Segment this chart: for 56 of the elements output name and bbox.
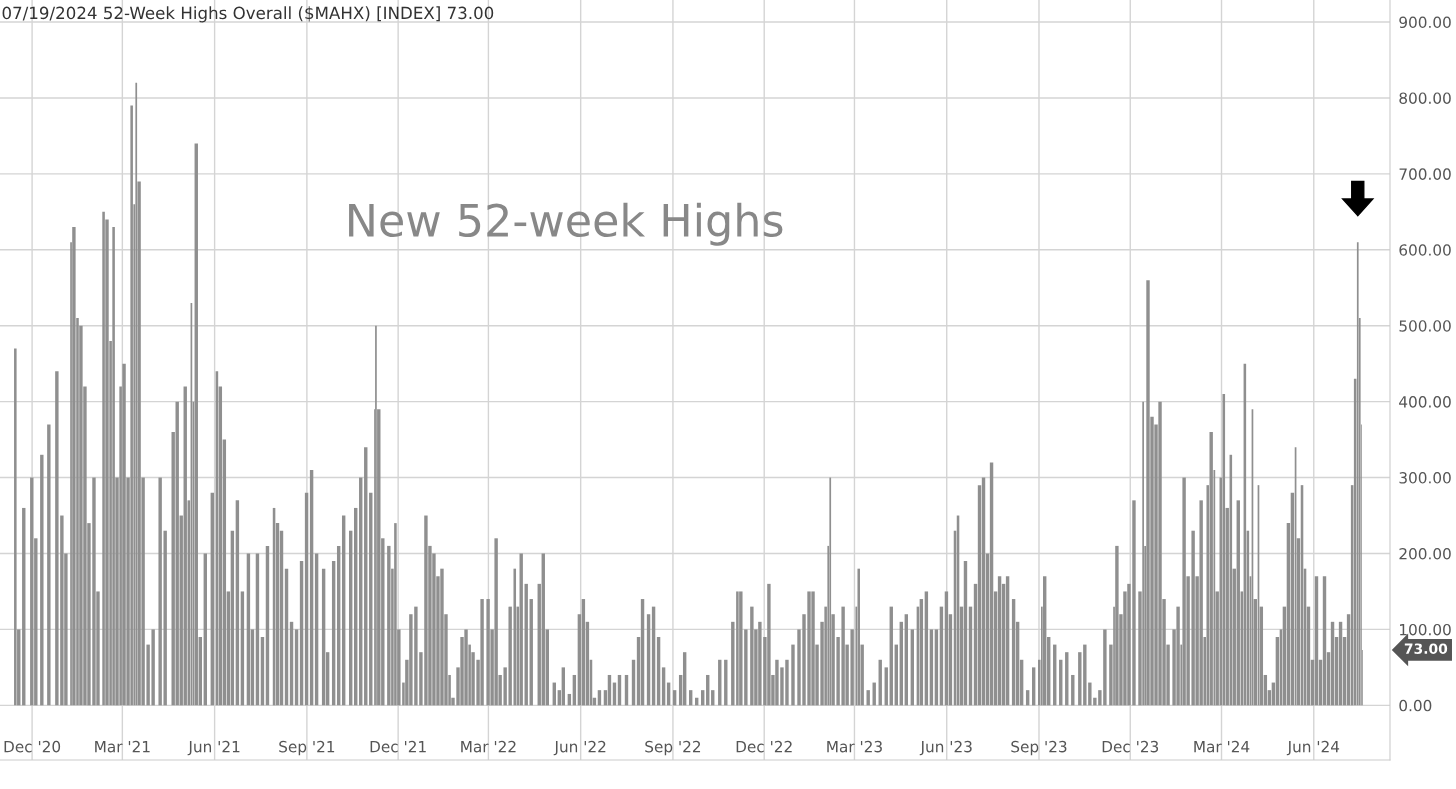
annotation: New 52-week Highs — [349, 202, 783, 246]
bar — [1176, 606, 1180, 706]
x-tick-label: Dec '21 — [370, 740, 426, 753]
bar — [1115, 545, 1119, 706]
x-tick-label: Jun '24 — [1286, 740, 1340, 756]
x-tick-label: Dec '23 — [1102, 740, 1159, 753]
bar — [480, 599, 484, 706]
x-tick-label: Dec '22 — [736, 740, 792, 753]
x-tick-label: Jun '22 — [553, 740, 606, 756]
bar — [1199, 500, 1203, 706]
bar — [519, 553, 523, 706]
y-tick-label: 400.00 — [1399, 396, 1451, 408]
y-tick-label: 200.00 — [1399, 547, 1451, 560]
x-tick-label: Jun '23 — [919, 740, 972, 756]
y-tick-label: 900.00 — [1399, 16, 1451, 29]
chart-title: 07/19/2024 52-Week Highs Overall ($MAHX) [INDEX] 73.00 — [2, 6, 494, 23]
x-tick-label: Jun '21 — [187, 740, 240, 756]
x-tick-label: Mar '21 — [95, 740, 150, 753]
bar — [767, 583, 771, 706]
bar — [1182, 477, 1186, 706]
x-tick-label: Sep '22 — [645, 740, 701, 756]
x-tick-label: Sep '23 — [1011, 740, 1067, 756]
bar — [130, 105, 133, 706]
bar — [14, 348, 17, 706]
bar — [387, 545, 391, 706]
y-tick-label: 300.00 — [1399, 472, 1451, 484]
y-tick-label: 700.00 — [1399, 168, 1451, 180]
bar — [866, 690, 870, 706]
bar — [102, 211, 105, 706]
bar — [1146, 280, 1150, 706]
bar — [486, 599, 490, 706]
bar — [40, 454, 44, 706]
y-tick-label: 600.00 — [1399, 244, 1451, 256]
bar — [440, 568, 444, 706]
bar — [394, 523, 397, 706]
y-tick-label: 800.00 — [1399, 92, 1451, 104]
x-tick-label: Mar '23 — [827, 740, 882, 753]
bar — [47, 424, 51, 706]
bar — [494, 538, 498, 706]
bar — [750, 606, 754, 706]
bar — [811, 591, 815, 706]
bar — [1158, 401, 1162, 706]
y-tick-label: 0.00 — [1399, 699, 1432, 712]
text: 73.00 — [1404, 643, 1448, 654]
y-tick-label: 500.00 — [1399, 320, 1451, 332]
x-tick-label: Sep '21 — [279, 740, 335, 756]
x-tick-label: Mar '22 — [461, 740, 516, 753]
bar — [464, 629, 468, 706]
x-tick-label: Dec '20 — [4, 740, 61, 753]
bar — [1209, 432, 1213, 706]
bar — [791, 644, 795, 706]
y-tick-label: 100.00 — [1400, 623, 1451, 636]
bar — [112, 227, 115, 706]
bar — [122, 363, 126, 706]
bar — [857, 568, 861, 706]
x-tick-label: Mar '24 — [1194, 740, 1250, 753]
